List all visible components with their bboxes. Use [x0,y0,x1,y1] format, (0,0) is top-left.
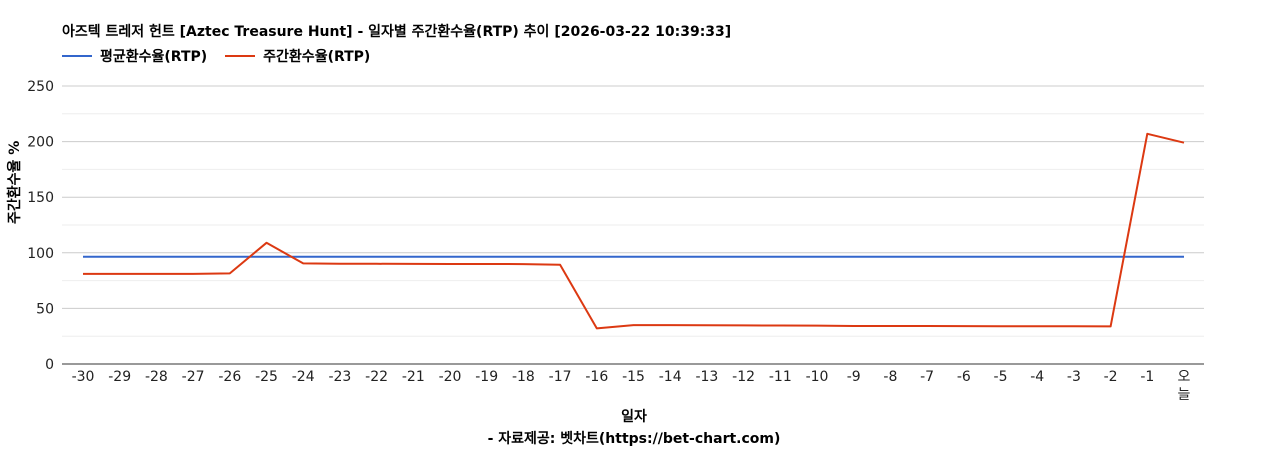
x-tick-label: -6 [957,369,971,385]
x-tick-label: -26 [218,369,241,385]
legend-label: 평균환수율(RTP) [100,49,208,65]
x-tick-label: -24 [292,369,315,385]
x-tick-label: 오 [1178,369,1191,385]
x-tick-label: -17 [549,369,572,385]
x-tick-label: -20 [439,369,462,385]
y-tick-label: 250 [27,79,54,95]
x-tick-label: 늘 [1178,387,1191,403]
x-tick-label: -2 [1104,369,1118,385]
x-tick-label: -3 [1067,369,1081,385]
x-axis-title: 일자 [621,409,647,425]
y-tick-label: 0 [45,357,54,373]
x-tick-label: -14 [659,369,682,385]
x-tick-label: -30 [72,369,95,385]
y-tick-label: 100 [27,246,54,262]
x-tick-label: -5 [994,369,1008,385]
x-tick-label: -18 [512,369,535,385]
legend: 평균환수율(RTP) 주간환수율(RTP) [62,46,370,66]
legend-swatch [62,55,92,57]
y-axis-title: 주간환수율 % [7,140,23,224]
x-tick-label: -15 [622,369,645,385]
x-tick-label: -10 [806,369,829,385]
legend-item: 주간환수율(RTP) [225,46,370,66]
y-tick-label: 200 [27,135,54,151]
x-tick-label: -23 [328,369,351,385]
legend-label: 주간환수율(RTP) [263,49,371,65]
x-tick-label: -13 [695,369,718,385]
x-tick-label: -29 [108,369,131,385]
y-tick-label: 150 [27,190,54,206]
legend-item: 평균환수율(RTP) [62,46,207,66]
x-tick-label: -25 [255,369,278,385]
x-tick-label: -27 [182,369,205,385]
x-tick-label: -1 [1140,369,1154,385]
x-tick-label: -12 [732,369,755,385]
x-tick-label: -21 [402,369,425,385]
x-tick-label: -4 [1030,369,1044,385]
x-tick-label: -22 [365,369,388,385]
x-tick-label: -28 [145,369,168,385]
x-tick-label: -11 [769,369,792,385]
series-line-2 [83,132,1185,330]
chart-title: 아즈텍 트레저 헌트 [Aztec Treasure Hunt] - 일자별 주… [62,24,732,40]
x-tick-label: -7 [920,369,934,385]
x-tick-label: -9 [847,369,861,385]
x-tick-label: -8 [883,369,897,385]
legend-swatch [225,55,256,57]
y-tick-label: 50 [36,301,54,317]
x-tick-label: -19 [475,369,498,385]
source-note: - 자료제공: 벳차트(https://bet-chart.com) [487,431,781,447]
x-tick-label: -16 [585,369,608,385]
